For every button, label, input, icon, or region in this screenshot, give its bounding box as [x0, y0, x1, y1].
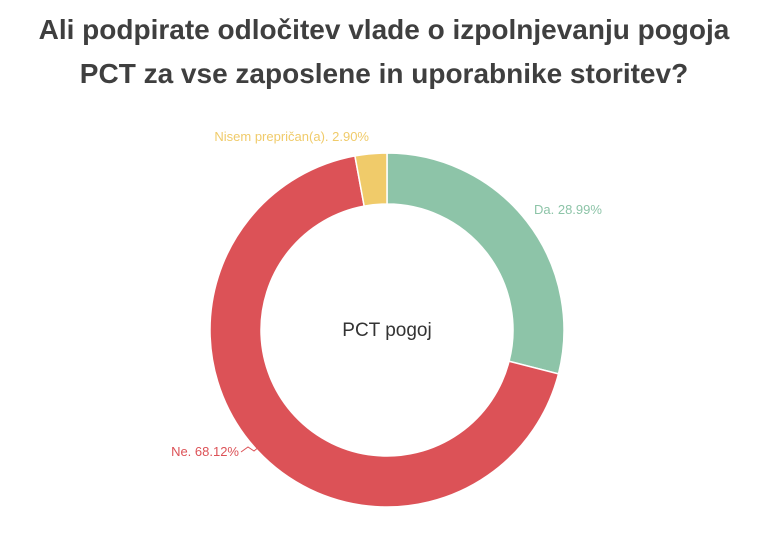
donut-slice-2 — [209, 155, 560, 508]
chart-title-line-1: Ali podpirate odločitev vlade o izpolnje… — [38, 14, 730, 45]
chart-title: Ali podpirate odločitev vlade o izpolnje… — [0, 8, 768, 96]
label-leaders — [240, 445, 261, 453]
donut-center-label: PCT pogoj — [342, 320, 431, 341]
donut-slice-1 — [386, 152, 565, 375]
slice-labels: Da. 28.99% Ne. 68.12% Nisem prepričan(a). … — [171, 129, 602, 459]
donut-slice-3 — [354, 152, 388, 207]
slice-label-2: Ne. 68.12% — [171, 444, 239, 459]
chart-title-line-2: PCT za vse zaposlene in uporabnike stori… — [79, 58, 689, 89]
slice-label-1: Da. 28.99% — [534, 202, 602, 217]
donut-slices — [209, 152, 565, 508]
slice-label-3: Nisem prepričan(a). 2.90% — [214, 129, 369, 144]
label-leader-2 — [240, 445, 261, 453]
